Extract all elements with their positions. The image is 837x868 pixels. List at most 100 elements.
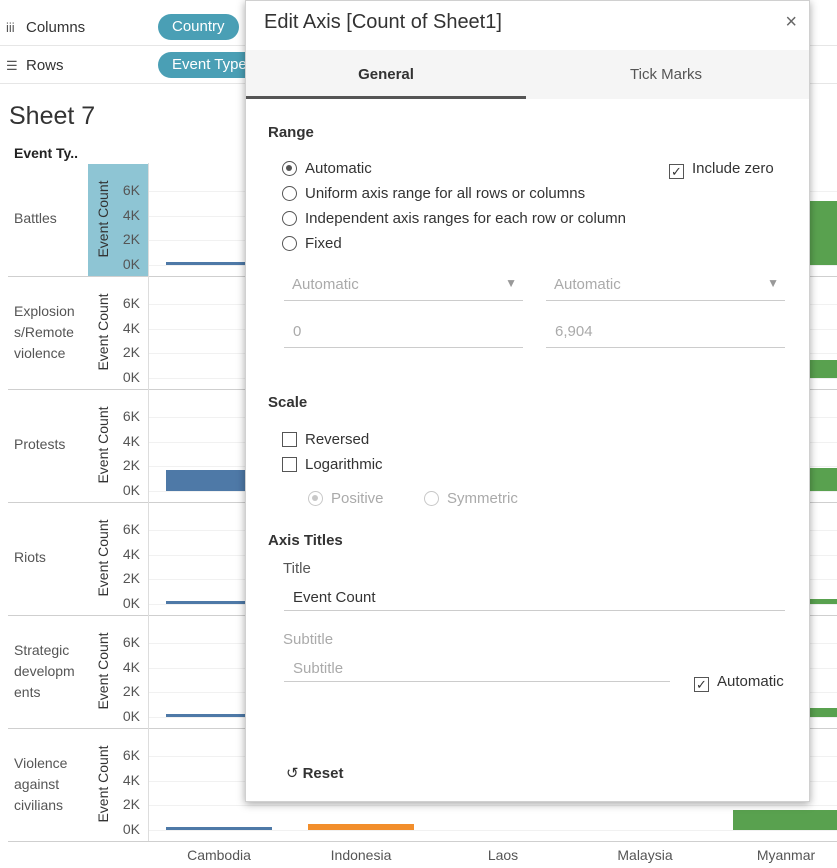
axis-titles-heading: Axis Titles — [268, 532, 343, 549]
axis-title[interactable]: Event Count — [95, 745, 111, 823]
columns-icon: iii — [6, 20, 15, 35]
rows-icon: ☰ — [6, 58, 18, 73]
radio-icon — [282, 211, 297, 226]
axis-title[interactable]: Event Count — [95, 632, 111, 710]
sheet-title: Sheet 7 — [9, 102, 96, 130]
logarithmic-checkbox[interactable]: Logarithmic — [282, 456, 383, 473]
edit-axis-dialog: Edit Axis [Count of Sheet1] × General Ti… — [245, 0, 810, 802]
tick-label: 2K — [122, 344, 140, 361]
bar-indonesia-5[interactable] — [308, 823, 414, 830]
tick-label: 2K — [122, 570, 140, 587]
reset-icon: ↺ — [286, 765, 299, 782]
subtitle-input: Subtitle — [284, 654, 670, 682]
axis-title[interactable]: Event Count — [95, 519, 111, 597]
row-header[interactable]: Event Ty.. — [14, 145, 79, 161]
columns-pill-country[interactable]: Country — [158, 14, 239, 40]
row-band — [8, 729, 837, 842]
rows-shelf-label: ☰ Rows — [6, 57, 64, 74]
tick-label: 6K — [122, 521, 140, 538]
tick-label: 2K — [122, 796, 140, 813]
x-axis-label-malaysia: Malaysia — [617, 847, 673, 863]
axis-title[interactable]: Event Count — [95, 293, 111, 371]
range-independent-radio[interactable]: Independent axis ranges for each row or … — [282, 210, 626, 227]
tick-label: 4K — [122, 771, 140, 788]
tick-label: 4K — [122, 658, 140, 675]
tick-label: 6K — [122, 182, 140, 199]
bar-cambodia-0[interactable] — [166, 262, 272, 265]
chevron-down-icon: ▼ — [767, 276, 779, 290]
tick-label: 0K — [122, 708, 140, 724]
range-heading: Range — [268, 124, 314, 141]
gridline — [149, 830, 837, 831]
x-axis-label-indonesia: Indonesia — [330, 847, 392, 863]
tick-label: 6K — [122, 634, 140, 651]
tab-general[interactable]: General — [246, 50, 526, 99]
row-label-4: Strategic developm ents — [14, 642, 75, 700]
axis-title[interactable]: Event Count — [95, 406, 111, 484]
range-start-dropdown[interactable]: Automatic ▼ — [284, 270, 523, 301]
checkbox-checked-icon: ✓ — [694, 677, 709, 692]
tick-label: 4K — [122, 206, 140, 223]
reset-button[interactable]: ↺ Reset — [286, 765, 344, 782]
tick-label: 0K — [122, 821, 140, 837]
subtitle-automatic-checkbox[interactable]: ✓ Automatic — [694, 673, 784, 692]
x-axis-label-myanmar: Myanmar — [756, 847, 816, 863]
range-end-dropdown[interactable]: Automatic ▼ — [546, 270, 785, 301]
radio-disabled-icon — [424, 491, 439, 506]
tick-label: 0K — [122, 256, 140, 272]
title-label: Title — [283, 560, 311, 577]
radio-disabled-selected-icon — [308, 491, 323, 506]
tick-label: 2K — [122, 457, 140, 474]
row-label-5: Violence against civilians — [14, 755, 68, 813]
subtitle-label: Subtitle — [283, 631, 334, 648]
symmetric-radio: Symmetric — [424, 490, 518, 507]
bar-myanmar-5[interactable] — [733, 810, 837, 830]
tick-label: 2K — [122, 231, 140, 248]
positive-radio: Positive — [308, 490, 384, 507]
dialog-title: Edit Axis [Count of Sheet1] — [264, 11, 502, 33]
close-icon[interactable]: × — [785, 11, 797, 33]
tick-label: 0K — [122, 369, 140, 385]
chevron-down-icon: ▼ — [505, 276, 517, 290]
title-input[interactable]: Event Count — [284, 583, 785, 611]
tick-label: 6K — [122, 408, 140, 425]
row-label-3: Riots — [14, 549, 46, 565]
range-fixed-radio[interactable]: Fixed — [282, 235, 342, 252]
checkbox-checked-icon: ✓ — [669, 164, 684, 179]
x-axis-label-laos: Laos — [487, 847, 519, 863]
axis-divider — [148, 163, 149, 841]
rows-pill-event-type[interactable]: Event Type — [158, 52, 261, 78]
range-automatic-radio[interactable]: Automatic — [282, 160, 372, 177]
tick-label: 0K — [122, 595, 140, 611]
checkbox-icon — [282, 432, 297, 447]
row-label-0: Battles — [14, 210, 57, 226]
checkbox-icon — [282, 457, 297, 472]
bar-cambodia-5[interactable] — [166, 827, 272, 830]
selected-axis-highlight — [88, 164, 148, 276]
tick-label: 6K — [122, 295, 140, 312]
bar-cambodia-3[interactable] — [166, 601, 272, 604]
range-end-field[interactable]: 6,904 — [546, 317, 785, 348]
radio-icon — [282, 186, 297, 201]
tick-label: 2K — [122, 683, 140, 700]
x-axis-label-cambodia: Cambodia — [187, 847, 251, 863]
dialog-tabs: General Tick Marks — [246, 50, 809, 99]
include-zero-checkbox[interactable]: ✓ Include zero — [669, 160, 774, 179]
tab-tick-marks[interactable]: Tick Marks — [630, 66, 702, 83]
tick-label: 4K — [122, 432, 140, 449]
row-label-2: Protests — [14, 436, 66, 452]
range-start-field[interactable]: 0 — [284, 317, 523, 348]
radio-selected-icon — [282, 161, 297, 176]
range-uniform-radio[interactable]: Uniform axis range for all rows or colum… — [282, 185, 585, 202]
tick-label: 4K — [122, 319, 140, 336]
bar-cambodia-4[interactable] — [166, 713, 272, 717]
tick-label: 6K — [122, 747, 140, 764]
scale-heading: Scale — [268, 394, 308, 411]
row-label-1: Explosion s/Remote violence — [14, 303, 75, 361]
gridline — [149, 805, 837, 807]
axis-title[interactable]: Event Count — [95, 180, 111, 258]
tick-label: 0K — [122, 482, 140, 498]
radio-icon — [282, 236, 297, 251]
tick-label: 4K — [122, 545, 140, 562]
reversed-checkbox[interactable]: Reversed — [282, 431, 369, 448]
